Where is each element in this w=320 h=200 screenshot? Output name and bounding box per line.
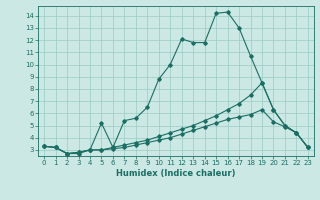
X-axis label: Humidex (Indice chaleur): Humidex (Indice chaleur) [116,169,236,178]
